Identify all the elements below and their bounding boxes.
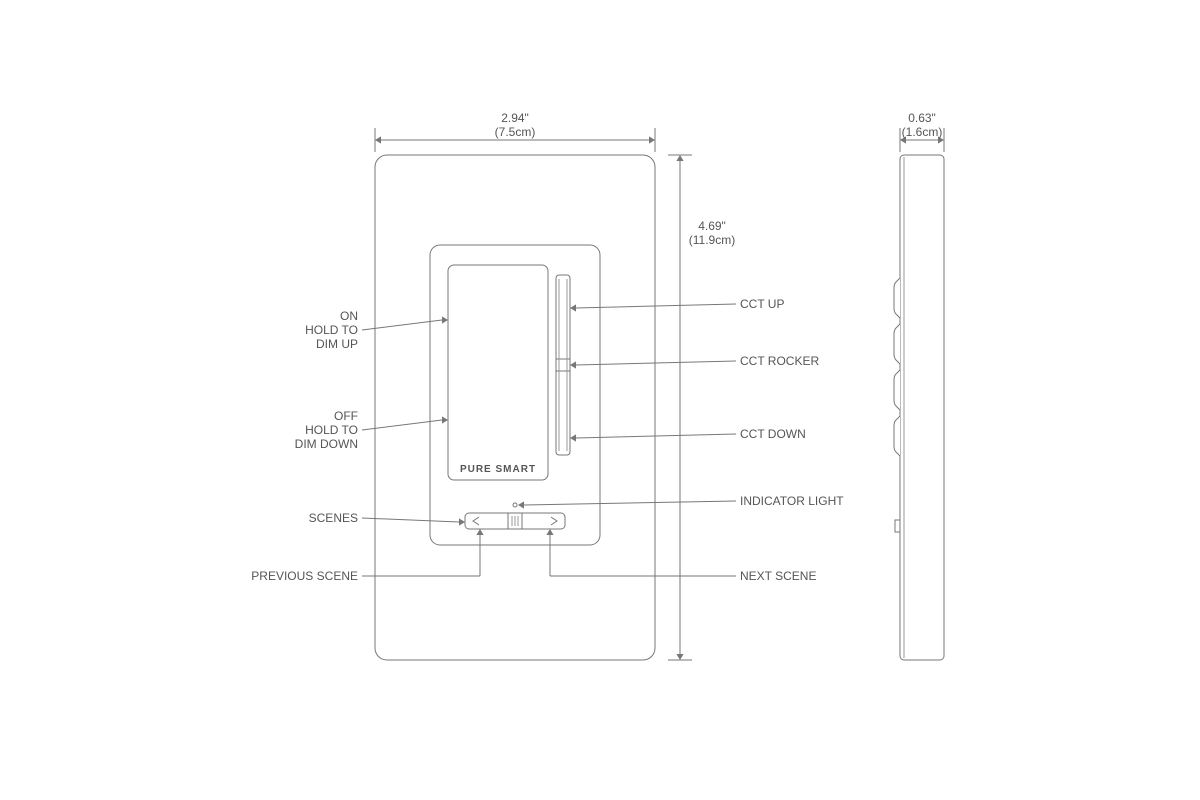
svg-text:(1.6cm): (1.6cm) (902, 125, 943, 139)
svg-text:CCT UP: CCT UP (740, 297, 784, 311)
svg-text:CCT ROCKER: CCT ROCKER (740, 354, 819, 368)
svg-text:INDICATOR LIGHT: INDICATOR LIGHT (740, 494, 844, 508)
svg-text:HOLD TO: HOLD TO (305, 423, 358, 437)
svg-text:SCENES: SCENES (309, 511, 358, 525)
cct-rocker[interactable] (556, 275, 570, 455)
svg-text:CCT DOWN: CCT DOWN (740, 427, 806, 441)
svg-text:4.69": 4.69" (698, 219, 726, 233)
svg-text:HOLD TO: HOLD TO (305, 323, 358, 337)
brand-label: PURE SMART (460, 464, 536, 475)
svg-text:2.94": 2.94" (501, 111, 529, 125)
svg-text:(11.9cm): (11.9cm) (689, 233, 735, 247)
main-rocker[interactable] (448, 265, 548, 480)
svg-text:(7.5cm): (7.5cm) (495, 125, 536, 139)
side-profile (900, 155, 944, 660)
svg-text:PREVIOUS SCENE: PREVIOUS SCENE (251, 569, 358, 583)
svg-text:NEXT SCENE: NEXT SCENE (740, 569, 816, 583)
svg-text:DIM UP: DIM UP (316, 337, 358, 351)
side-button-profile (894, 324, 900, 364)
svg-text:0.63": 0.63" (908, 111, 936, 125)
side-button-profile (894, 416, 900, 456)
side-button-profile (894, 278, 900, 318)
svg-text:OFF: OFF (334, 409, 358, 423)
side-button-profile (894, 370, 900, 410)
svg-text:DIM DOWN: DIM DOWN (295, 437, 358, 451)
svg-text:ON: ON (340, 309, 358, 323)
